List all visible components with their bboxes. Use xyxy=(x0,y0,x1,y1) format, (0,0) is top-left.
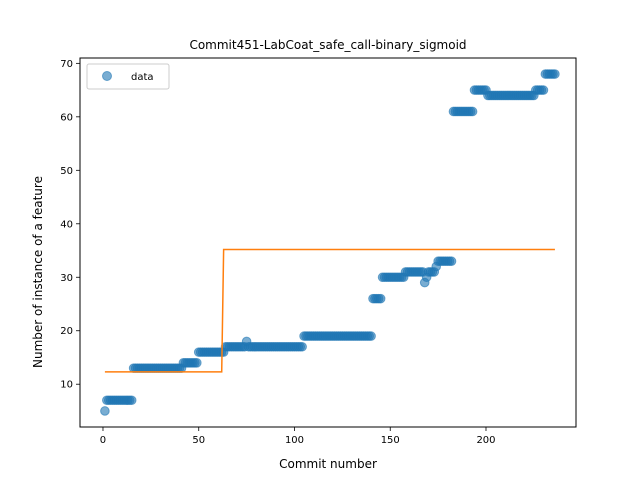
y-tick-label: 60 xyxy=(60,112,73,123)
y-axis-label: Number of instance of a feature xyxy=(31,176,45,368)
legend-box xyxy=(86,63,170,90)
data-point xyxy=(100,406,110,416)
legend-label-data: data xyxy=(131,72,154,83)
data-point xyxy=(192,358,202,368)
y-tick-label: 30 xyxy=(60,273,73,284)
data-point xyxy=(366,331,376,341)
data-point xyxy=(467,106,478,117)
legend: data xyxy=(86,63,170,90)
fit-line xyxy=(104,248,555,373)
y-tick-label: 70 xyxy=(60,59,73,70)
data-point xyxy=(126,395,137,406)
axes-frame xyxy=(79,57,577,428)
axes: 0 50 100 150 200 10 20 30 40 50 60 70 xyxy=(60,57,577,446)
x-tick-label: 50 xyxy=(192,435,205,446)
data-point xyxy=(550,69,560,79)
x-tick-label: 100 xyxy=(285,435,304,446)
x-tick-label: 0 xyxy=(100,435,106,446)
data-point xyxy=(538,85,549,95)
data-point xyxy=(375,293,386,304)
y-tick-label: 10 xyxy=(60,380,73,391)
x-tick-label: 150 xyxy=(381,435,400,446)
chart-title: Commit451-LabCoat_safe_call-binary_sigmo… xyxy=(189,38,466,52)
plot-area xyxy=(100,69,560,416)
x-axis-label: Commit number xyxy=(279,457,377,471)
y-tick-label: 40 xyxy=(60,219,73,230)
y-tick-label: 20 xyxy=(60,326,73,337)
x-tick-label: 200 xyxy=(476,435,495,446)
legend-marker xyxy=(102,71,112,81)
data-point xyxy=(446,256,457,267)
data-point xyxy=(297,341,307,352)
y-tick-label: 50 xyxy=(60,166,73,177)
